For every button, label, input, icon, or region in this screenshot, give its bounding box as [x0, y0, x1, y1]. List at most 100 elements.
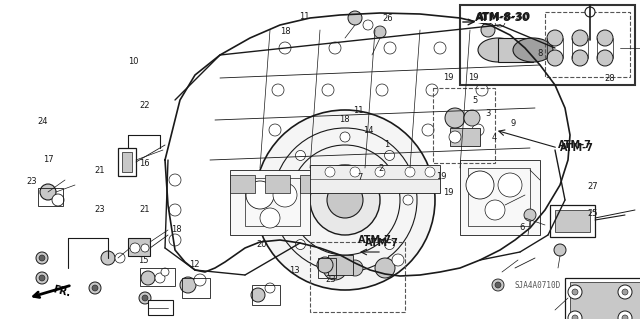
- Bar: [410, 172, 435, 190]
- Circle shape: [39, 275, 45, 281]
- Circle shape: [130, 243, 140, 253]
- Text: 20: 20: [256, 241, 266, 249]
- Bar: [245, 178, 300, 226]
- Circle shape: [405, 167, 415, 177]
- Circle shape: [363, 20, 373, 30]
- Circle shape: [348, 11, 362, 25]
- Circle shape: [554, 244, 566, 256]
- Circle shape: [375, 167, 385, 177]
- Text: 2: 2: [379, 164, 384, 173]
- Text: ATM-8-30: ATM-8-30: [476, 12, 531, 22]
- Circle shape: [272, 84, 284, 96]
- Text: ATM-7: ATM-7: [558, 140, 592, 150]
- Circle shape: [89, 282, 101, 294]
- Circle shape: [507, 27, 523, 43]
- Circle shape: [618, 311, 632, 319]
- Circle shape: [434, 42, 446, 54]
- Circle shape: [101, 251, 115, 265]
- Circle shape: [568, 285, 582, 299]
- Circle shape: [141, 244, 149, 252]
- Text: 12: 12: [189, 260, 199, 269]
- Bar: [450, 128, 480, 146]
- Circle shape: [255, 110, 435, 290]
- Text: 19: 19: [443, 189, 453, 197]
- Text: 7: 7: [357, 173, 362, 182]
- Bar: [310, 165, 440, 193]
- Circle shape: [139, 292, 151, 304]
- Bar: [545, 12, 630, 77]
- Circle shape: [52, 194, 64, 206]
- Circle shape: [169, 174, 181, 186]
- Circle shape: [375, 258, 395, 278]
- Circle shape: [36, 272, 48, 284]
- Bar: [433, 88, 495, 163]
- Bar: [300, 175, 325, 193]
- Circle shape: [251, 288, 265, 302]
- Circle shape: [495, 17, 505, 27]
- Circle shape: [273, 183, 297, 207]
- Text: 23: 23: [95, 205, 106, 214]
- Bar: [148, 300, 173, 315]
- Bar: [118, 148, 136, 176]
- Circle shape: [572, 50, 588, 66]
- Circle shape: [246, 181, 274, 209]
- Text: 4: 4: [492, 133, 497, 142]
- Circle shape: [372, 124, 384, 136]
- Text: 24: 24: [37, 117, 47, 126]
- Bar: [128, 238, 150, 256]
- Bar: [340, 172, 365, 190]
- Text: 16: 16: [140, 159, 150, 168]
- Circle shape: [498, 173, 522, 197]
- Text: 22: 22: [140, 101, 150, 110]
- Circle shape: [425, 167, 435, 177]
- Circle shape: [169, 204, 181, 216]
- Text: 19: 19: [468, 73, 479, 82]
- Ellipse shape: [478, 38, 518, 62]
- Bar: [230, 170, 310, 235]
- Circle shape: [532, 27, 548, 43]
- Circle shape: [472, 124, 484, 136]
- Circle shape: [449, 131, 461, 143]
- Circle shape: [36, 252, 48, 264]
- Bar: [468, 168, 530, 226]
- Circle shape: [622, 315, 628, 319]
- Text: 19: 19: [443, 73, 453, 82]
- Text: ATM-7: ATM-7: [358, 235, 392, 245]
- Circle shape: [376, 84, 388, 96]
- Circle shape: [403, 195, 413, 205]
- Text: 1: 1: [384, 140, 389, 149]
- Circle shape: [572, 30, 588, 46]
- Circle shape: [572, 315, 578, 319]
- Circle shape: [466, 171, 494, 199]
- Circle shape: [547, 50, 563, 66]
- Text: 19: 19: [436, 172, 447, 181]
- Text: 3: 3: [485, 109, 490, 118]
- Text: 11: 11: [353, 106, 364, 115]
- Bar: [495, 20, 555, 60]
- Circle shape: [169, 234, 181, 246]
- Text: 18: 18: [280, 27, 291, 36]
- Circle shape: [485, 200, 505, 220]
- Bar: [570, 282, 640, 319]
- Circle shape: [445, 108, 465, 128]
- Bar: [460, 5, 635, 85]
- Circle shape: [585, 7, 595, 17]
- Text: ATM-8-30: ATM-8-30: [475, 13, 530, 23]
- Circle shape: [347, 260, 363, 276]
- Ellipse shape: [513, 38, 553, 62]
- Text: 21: 21: [140, 205, 150, 214]
- Text: 18: 18: [172, 225, 182, 234]
- Bar: [328, 255, 353, 275]
- Text: FR.: FR.: [52, 284, 72, 298]
- Bar: [310, 242, 405, 312]
- Circle shape: [385, 240, 394, 249]
- Circle shape: [481, 23, 495, 37]
- Circle shape: [422, 124, 434, 136]
- Circle shape: [384, 42, 396, 54]
- Circle shape: [319, 124, 331, 136]
- Text: 8: 8: [538, 49, 543, 58]
- Circle shape: [40, 184, 56, 200]
- Bar: [122, 152, 132, 172]
- Circle shape: [296, 151, 305, 160]
- Circle shape: [521, 49, 533, 61]
